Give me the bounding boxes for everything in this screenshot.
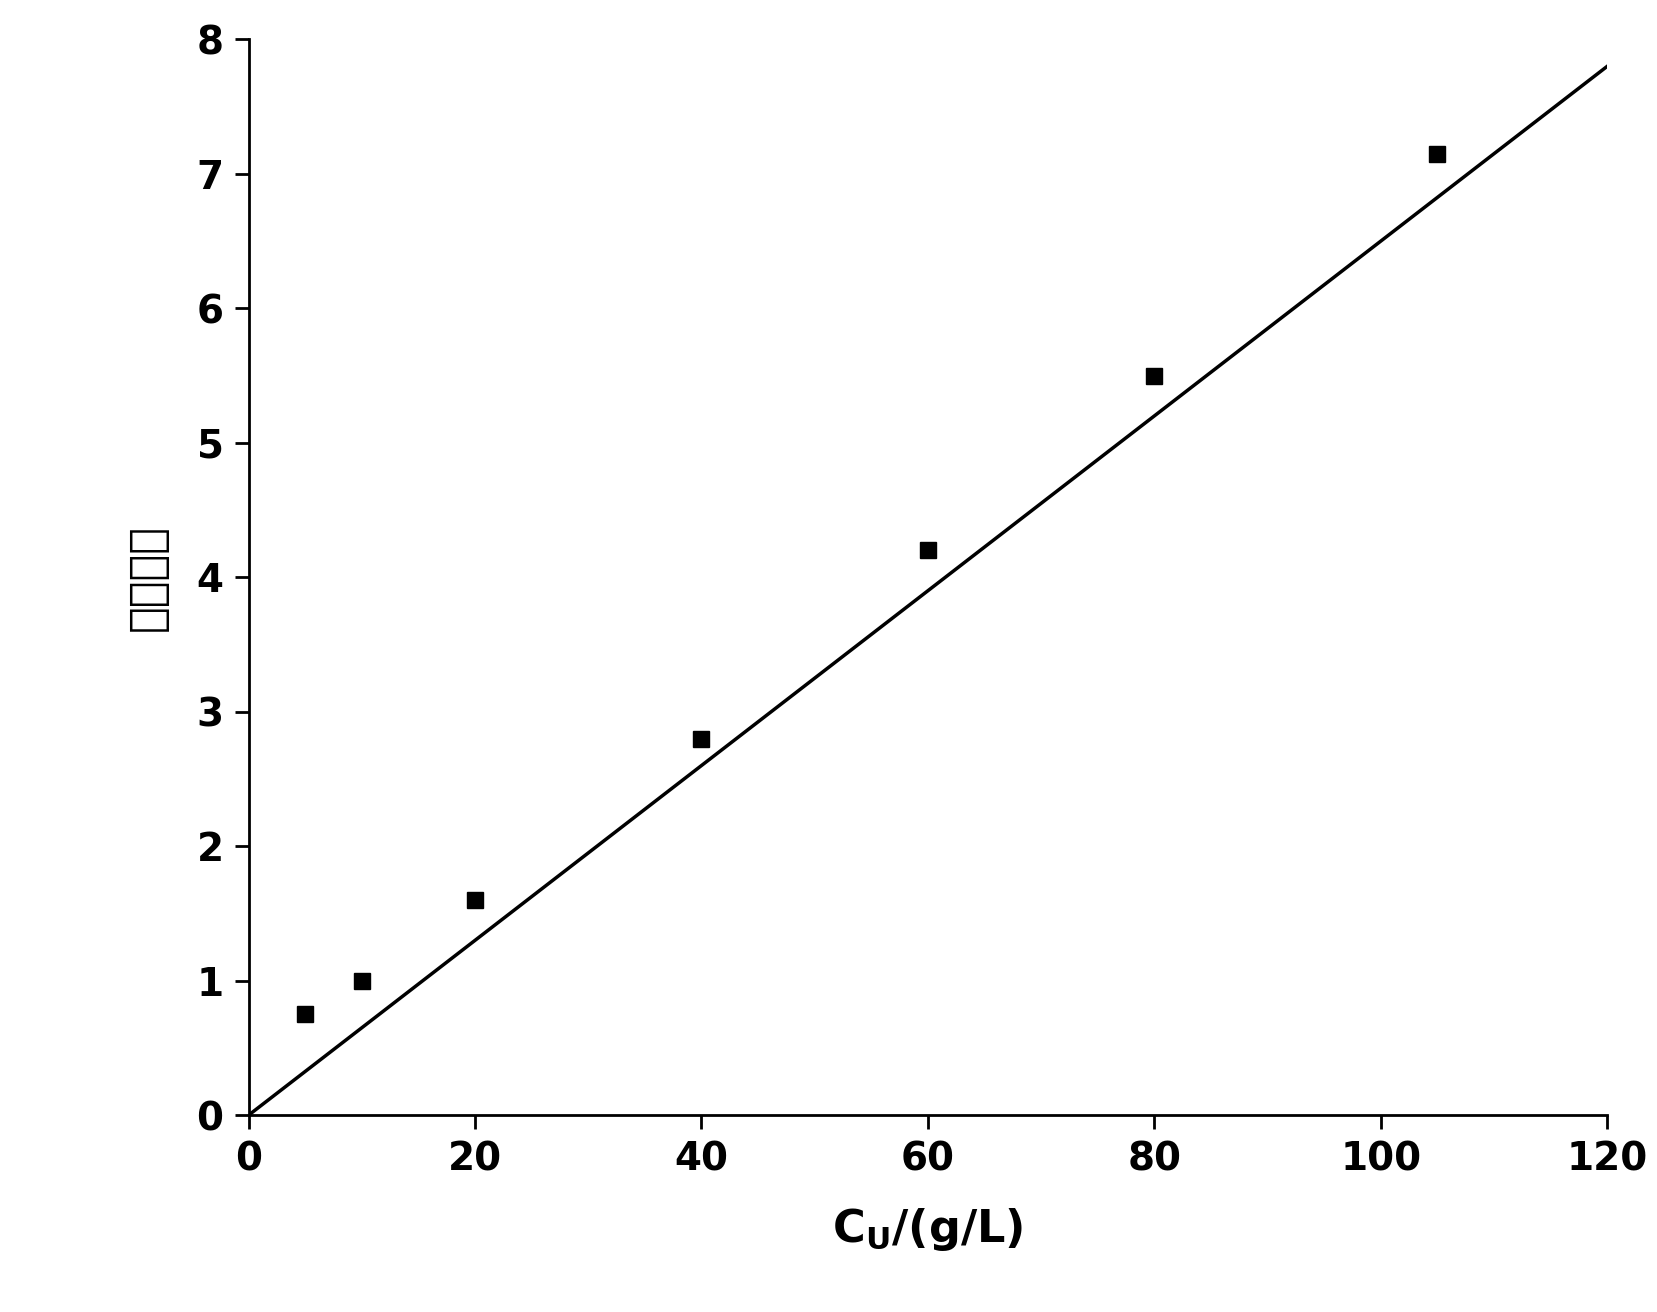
Y-axis label: 相对强度: 相对强度 [126, 523, 169, 631]
X-axis label: $\mathbf{C_U/(g/L)}$: $\mathbf{C_U/(g/L)}$ [832, 1206, 1024, 1253]
